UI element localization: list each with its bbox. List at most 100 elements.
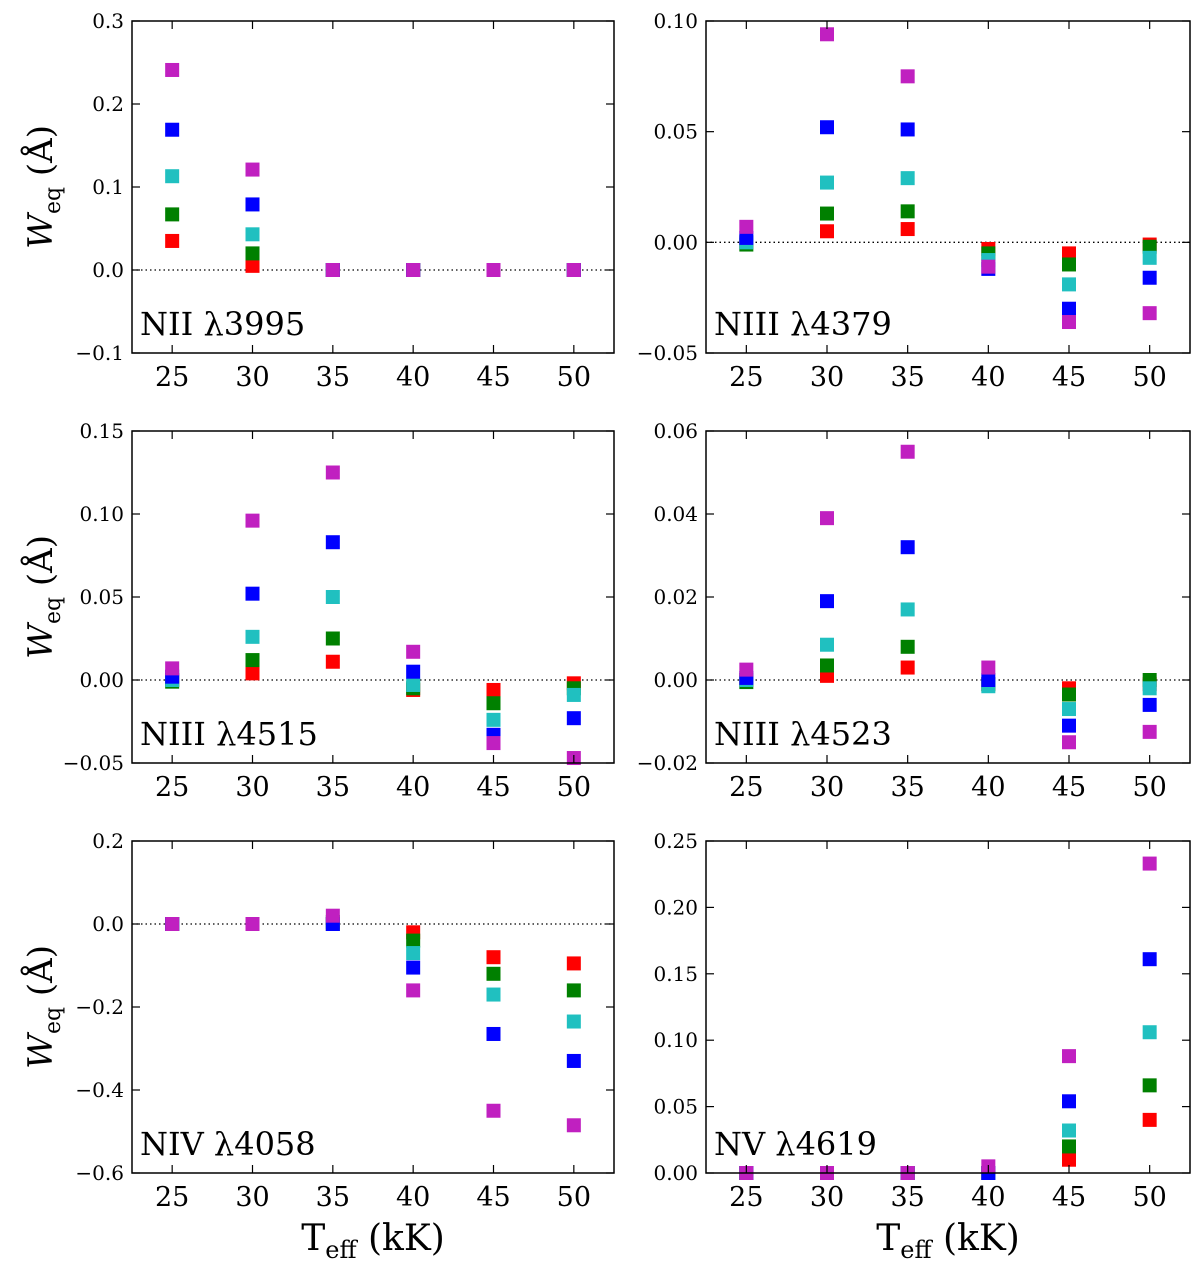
x-tick-label: 25 bbox=[155, 772, 189, 803]
x-tick-label: 45 bbox=[1052, 772, 1086, 803]
data-point bbox=[245, 666, 260, 681]
data-point bbox=[739, 230, 754, 245]
data-point bbox=[1062, 1139, 1076, 1154]
panel-label: NIII λ4515 bbox=[140, 715, 318, 753]
x-tick-label: 50 bbox=[1132, 1182, 1166, 1213]
x-tick-label: 40 bbox=[396, 772, 430, 803]
data-point bbox=[245, 258, 260, 273]
x-tick-label: 30 bbox=[810, 1182, 844, 1213]
data-point bbox=[1142, 1078, 1157, 1093]
data-point bbox=[739, 219, 754, 234]
panel-6: 25 30 35 40 45 50 0.00 0.05 0.10 0.15 0.20 0.25 NV λ… bbox=[653, 829, 1191, 1213]
panel-label: NIV λ4058 bbox=[140, 1125, 316, 1163]
x-tick-label: 40 bbox=[971, 362, 1005, 393]
y-tick-label: 0.10 bbox=[653, 9, 698, 33]
x-axis-label: Teff (kK) bbox=[301, 1218, 445, 1264]
data-point bbox=[900, 444, 915, 459]
data-point bbox=[486, 696, 501, 711]
plot-frame bbox=[131, 20, 615, 354]
panel-5: 25 30 35 40 45 50 −0.6 −0.4 −0.2 0.0 0.2 NIV λ4058 bbox=[75, 829, 615, 1213]
data-point bbox=[900, 122, 915, 137]
data-point bbox=[486, 1103, 501, 1118]
y-tick-label: −0.4 bbox=[75, 1078, 124, 1102]
y-tick-label: −0.2 bbox=[75, 995, 124, 1019]
x-tick-label: 35 bbox=[890, 362, 924, 393]
data-point bbox=[165, 207, 180, 222]
data-point bbox=[406, 933, 421, 948]
data-point bbox=[486, 682, 501, 697]
data-point bbox=[820, 594, 834, 609]
data-point bbox=[1062, 1094, 1076, 1109]
data-point bbox=[566, 983, 581, 998]
y-tick-label: −0.1 bbox=[75, 341, 124, 365]
x-tick-label: 30 bbox=[235, 1182, 269, 1213]
x-tick-label: 35 bbox=[316, 362, 350, 393]
data-point bbox=[165, 233, 180, 248]
panel-2: 25 30 35 40 45 50 −0.05 0.00 0.05 0.10 NIII λ4379 bbox=[637, 9, 1191, 393]
data-point bbox=[406, 960, 421, 975]
y-tick-label: 0.00 bbox=[79, 668, 124, 692]
x-tick-label: 45 bbox=[1052, 362, 1086, 393]
y-tick-label: −0.02 bbox=[637, 751, 698, 775]
data-point bbox=[820, 206, 834, 221]
x-tick-label: 25 bbox=[155, 1182, 189, 1213]
data-point bbox=[1062, 315, 1076, 330]
data-point bbox=[1142, 250, 1157, 265]
panel-3: 25 30 35 40 45 50 −0.05 0.00 0.05 0.10 0.15 NIII λ4… bbox=[63, 419, 615, 803]
data-point bbox=[820, 511, 834, 526]
data-point bbox=[165, 169, 180, 184]
data-point bbox=[1062, 1049, 1076, 1064]
data-point bbox=[566, 1014, 581, 1029]
data-point bbox=[900, 204, 915, 219]
data-point bbox=[406, 983, 421, 998]
data-point bbox=[900, 222, 915, 237]
data-point bbox=[1142, 1112, 1157, 1127]
plot-frame bbox=[131, 430, 615, 764]
data-point bbox=[820, 27, 834, 42]
data-point bbox=[1062, 257, 1076, 272]
data-point bbox=[325, 590, 340, 604]
data-point bbox=[1062, 1123, 1076, 1138]
y-tick-label: 0.00 bbox=[653, 1161, 698, 1185]
data-point bbox=[406, 677, 421, 692]
x-tick-label: 40 bbox=[971, 772, 1005, 803]
y-tick-label: −0.05 bbox=[63, 751, 124, 775]
x-tick-label: 30 bbox=[235, 362, 269, 393]
data-point bbox=[1142, 270, 1157, 285]
data-point bbox=[900, 69, 915, 84]
data-point bbox=[1142, 239, 1157, 254]
y-tick-label: 0.05 bbox=[653, 120, 698, 144]
x-tick-label: 25 bbox=[729, 1182, 763, 1213]
data-point bbox=[245, 629, 260, 644]
x-tick-label: 30 bbox=[810, 772, 844, 803]
data-point bbox=[406, 263, 421, 277]
x-tick-label: 45 bbox=[476, 362, 510, 393]
x-tick-label: 35 bbox=[890, 772, 924, 803]
x-tick-label: 45 bbox=[476, 772, 510, 803]
x-tick-label: 25 bbox=[729, 362, 763, 393]
data-point bbox=[245, 653, 260, 668]
data-point bbox=[245, 227, 260, 242]
data-point bbox=[900, 602, 915, 617]
x-axis-label: Teff (kK) bbox=[876, 1218, 1020, 1264]
data-point bbox=[1142, 856, 1157, 871]
data-point bbox=[820, 224, 834, 239]
data-point bbox=[1062, 718, 1076, 733]
y-tick-label: 0.04 bbox=[653, 502, 698, 526]
data-point bbox=[325, 908, 340, 923]
data-point bbox=[739, 662, 754, 677]
panel-4: 25 30 35 40 45 50 −0.02 0.00 0.02 0.04 0.06 NIII λ4… bbox=[637, 419, 1191, 803]
data-point bbox=[1062, 687, 1076, 702]
y-tick-label: 0.05 bbox=[79, 585, 124, 609]
data-point bbox=[981, 660, 996, 675]
y-tick-label: 0.2 bbox=[92, 829, 124, 853]
x-tick-label: 50 bbox=[557, 1182, 591, 1213]
data-point bbox=[1142, 724, 1157, 739]
y-tick-label: 0.00 bbox=[653, 230, 698, 254]
data-point bbox=[486, 263, 501, 277]
x-tick-label: 45 bbox=[1052, 1182, 1086, 1213]
data-point bbox=[165, 122, 180, 137]
data-point bbox=[900, 540, 915, 555]
y-axis-label: Weq (Å) bbox=[20, 535, 66, 659]
